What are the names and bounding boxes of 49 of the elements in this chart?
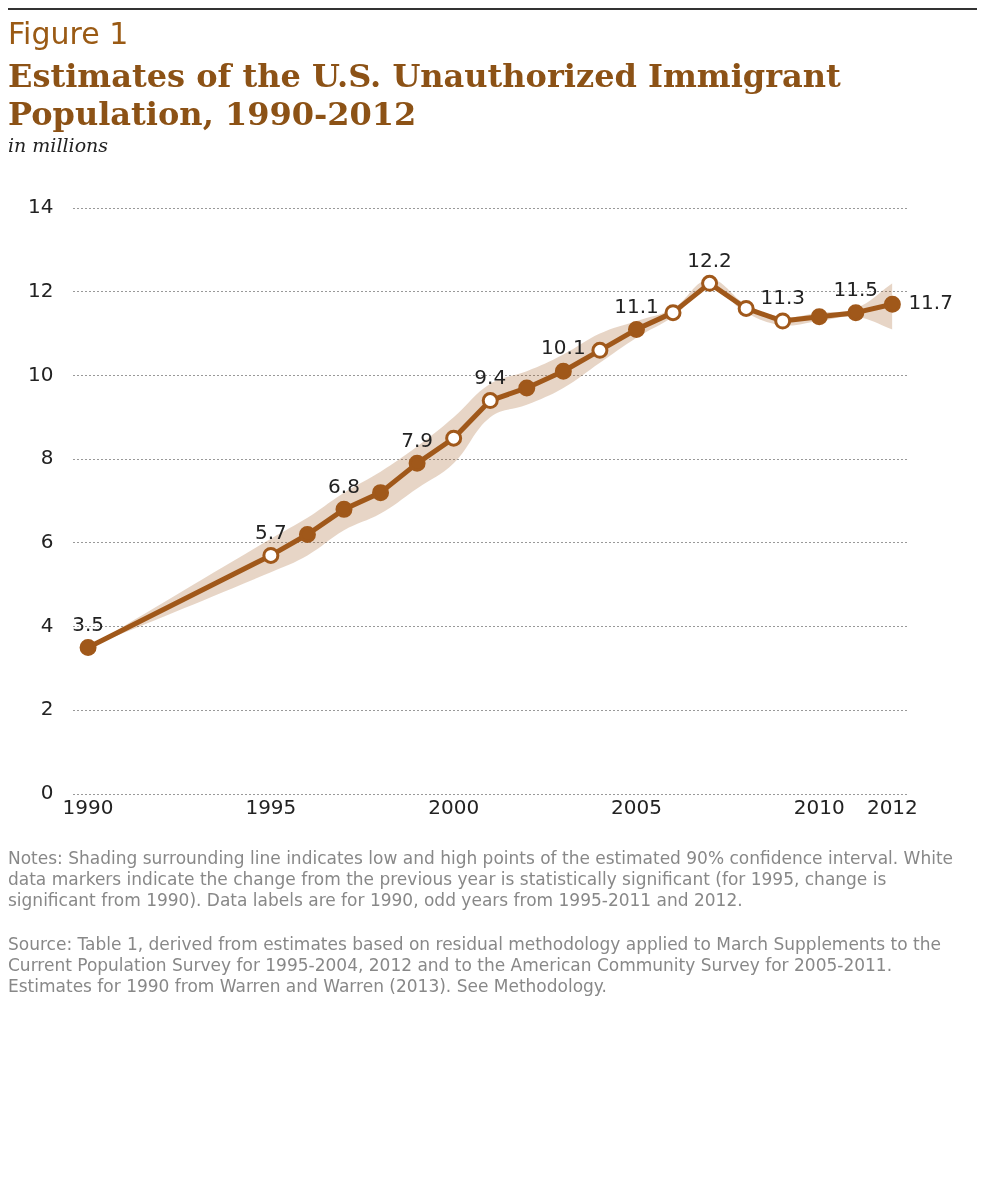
data-label: 5.7 (254, 519, 287, 544)
point (518, 379, 536, 397)
source-note: Source: Table 1, derived from estimates based on residual methodology applied to March Supplements to the Current Population Survey for 1995-2004, 2012 and to the American Community Survey for 2005-2011. Estimates for 1990 from Warren and Warren (2013). See Methodology. (8, 933, 942, 998)
y-tick-label: 8 (40, 445, 54, 470)
data-label: 6.8 (328, 473, 360, 498)
y-tick-label: 0 (40, 779, 54, 804)
point (810, 308, 828, 326)
point (701, 274, 719, 292)
point (774, 312, 792, 330)
y-tick-label: 14 (28, 193, 54, 218)
data-label: 11.7 (908, 290, 953, 315)
chart-title: Estimates of the U.S. Unauthorized Immigrant Population, 1990-2012 (8, 57, 842, 134)
text: Notes: Shading surrounding line indicates low and high points of the estimated 90% confidence interval. White data markers indicate the change from the previous year is statistically significant (for 1995, change is significant from 1990). Data labels are for 1990, odd years from 1995-2011 and 2012. (8, 847, 954, 912)
data-label: 11.1 (614, 293, 659, 318)
data-label: 9.4 (474, 364, 507, 389)
point (408, 454, 426, 472)
x-tick-label: 2000 (428, 794, 480, 819)
y-tick-label: 6 (40, 528, 54, 553)
data-label: 10.1 (541, 335, 586, 360)
point (847, 303, 865, 321)
point (664, 303, 682, 321)
point (79, 638, 97, 656)
point (372, 483, 390, 501)
point (335, 500, 353, 518)
data-label: 11.5 (833, 276, 879, 301)
data-label: 11.3 (760, 285, 805, 309)
data-label: 3.5 (72, 611, 104, 636)
x-tick-label: 1990 (62, 794, 114, 819)
point (262, 546, 280, 564)
point (591, 341, 609, 359)
point (883, 295, 901, 313)
caption: Figure 1 (8, 16, 130, 51)
y-tick-label: 2 (40, 696, 54, 721)
y-tick-label: 10 (28, 361, 54, 386)
y-tick-label: 12 (28, 277, 54, 302)
point (627, 320, 645, 338)
data-label: 7.9 (401, 427, 434, 452)
point (737, 299, 755, 317)
point (554, 362, 572, 380)
point (298, 525, 316, 543)
x-tick-label: 2012 (866, 794, 918, 819)
x-tick-label: 1995 (245, 794, 297, 819)
chart-subtitle: in millions (8, 133, 110, 156)
point (445, 429, 463, 447)
point (481, 391, 499, 409)
x-tick-label: 2005 (611, 794, 662, 819)
x-tick-label: 2010 (793, 794, 845, 819)
y-tick-label: 4 (40, 612, 54, 637)
data-label: 12.2 (687, 247, 732, 272)
